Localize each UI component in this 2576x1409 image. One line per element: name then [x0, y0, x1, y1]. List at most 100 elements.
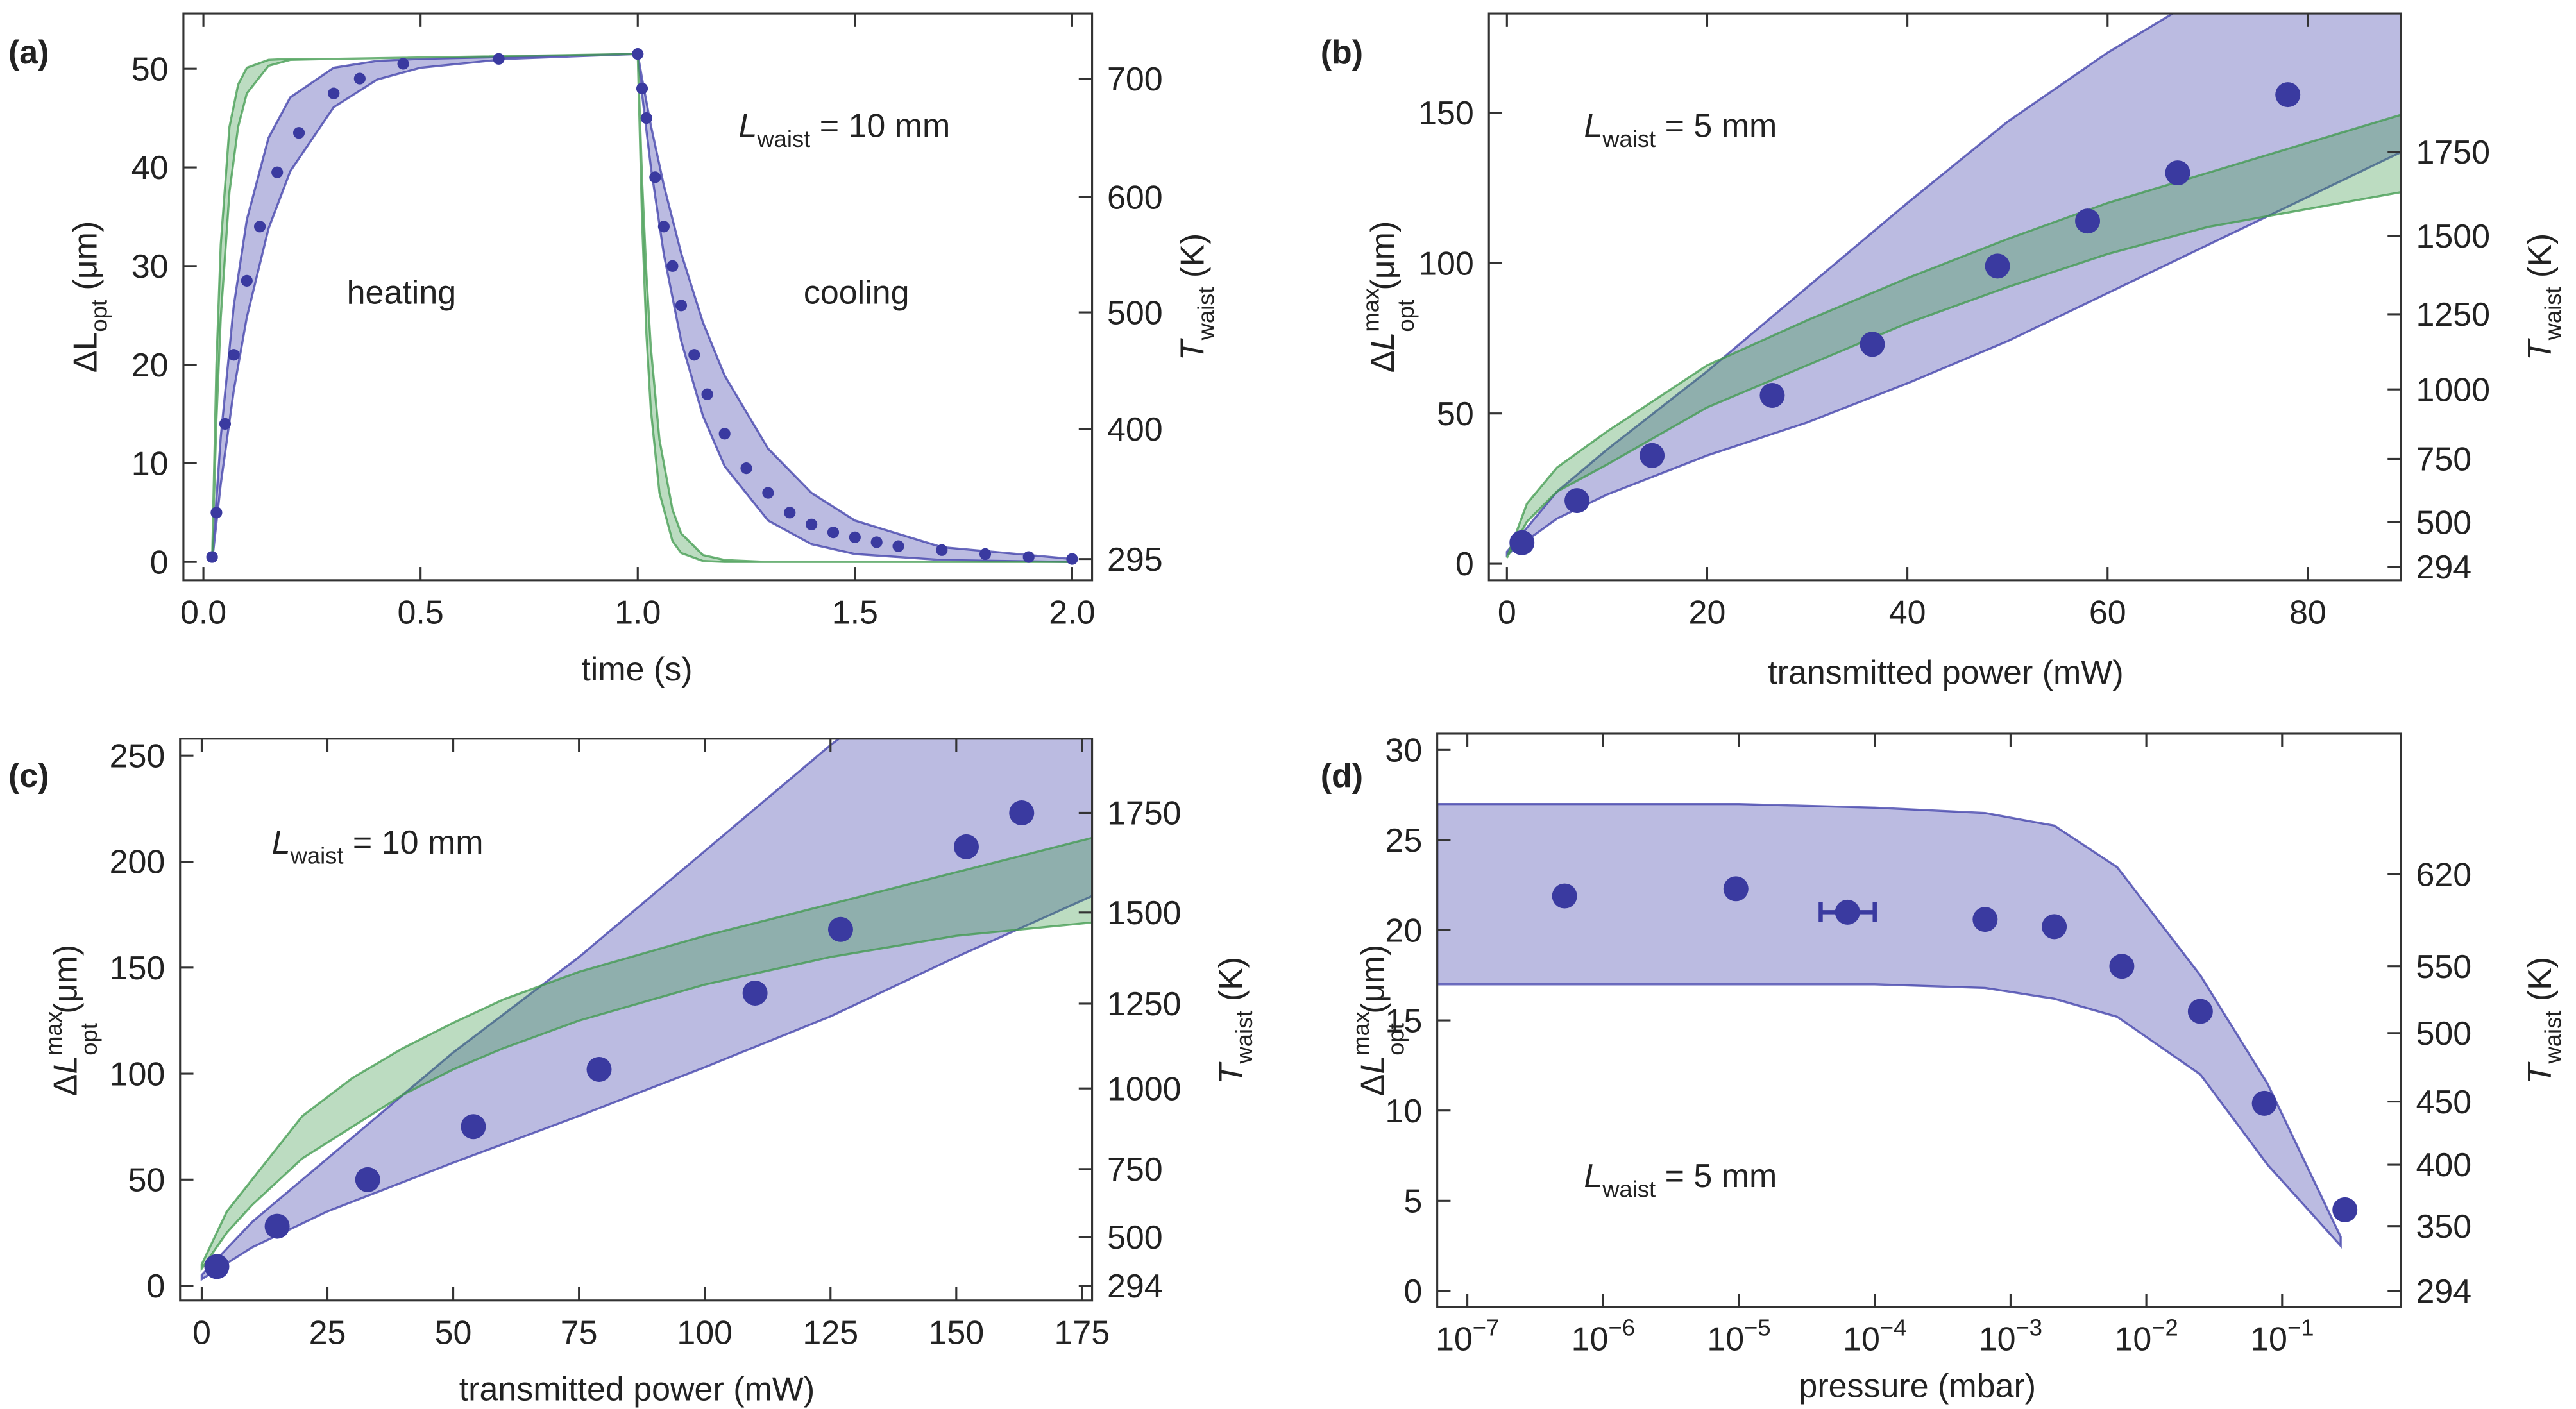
data-point [493, 53, 505, 65]
panel: 0 25 50 75 100 125 150 175050100150200250294500… [8, 738, 1257, 1408]
y-tick-label: 40 [131, 149, 169, 187]
data-point [701, 388, 713, 400]
panel-label: (c) [8, 757, 49, 795]
tick-text: 0.5 [398, 594, 444, 631]
data-point [2075, 208, 2101, 234]
y2-axis-label: Twaist (K) [1174, 233, 1219, 360]
tick-text: 0 [192, 1314, 211, 1351]
y-tick-label: 200 [110, 844, 165, 881]
x-tick-label: 150 [928, 1314, 984, 1351]
tick-text: 10 [2250, 1321, 2287, 1358]
label-part: T [1174, 338, 1212, 360]
label-part: L [1584, 1158, 1602, 1195]
label-part: opt [85, 300, 112, 332]
x-tick-label: 175 [1055, 1314, 1110, 1351]
y-axis-label: ΔLmax opt (μm) [40, 945, 102, 1096]
y-tick-label: 0 [1403, 1273, 1422, 1310]
x-tick-label: 0 [192, 1314, 211, 1351]
data-point [1972, 907, 1998, 932]
y-tick-label: 250 [110, 738, 165, 775]
data-point [1509, 530, 1535, 555]
label-part: heating [347, 274, 457, 311]
data-point [1022, 551, 1035, 563]
y-tick-label: 150 [110, 950, 165, 987]
label-part: Δ [1364, 350, 1402, 373]
x-tick-label: 10−4 [1843, 1314, 1906, 1358]
y2-tick-label: 500 [1107, 294, 1163, 332]
panel: 10−7 10−6 10−5 10−4 10−3 10−2 10−1051015202530… [1321, 732, 2566, 1405]
tick-exponent: −1 [2287, 1314, 2314, 1340]
data-point [870, 536, 883, 548]
data-point [640, 112, 652, 124]
data-point [740, 462, 752, 475]
y-tick-label: 150 [1418, 95, 1474, 132]
y2-tick-label: 1250 [1107, 986, 1182, 1023]
band [200, 738, 1092, 1281]
tick-text: 1.5 [832, 594, 878, 631]
annotation: Lwaist = 10 mm [739, 107, 951, 152]
x-axis-label: pressure (mbar) [1799, 1368, 2036, 1405]
label-part: = 10 mm [810, 107, 950, 144]
data-point [1552, 883, 1577, 909]
label-part: L [1354, 1056, 1391, 1074]
y-tick-label: 15 [1385, 1002, 1422, 1040]
y2-tick-label: 700 [1107, 61, 1163, 98]
data-point [355, 1167, 380, 1192]
tick-text: 0.0 [180, 594, 226, 631]
label-part: waist [1231, 1011, 1257, 1065]
band [1505, 13, 2402, 557]
y2-tick-label: 500 [1107, 1219, 1163, 1256]
tick-text: 10 [1572, 1321, 1609, 1358]
band [210, 53, 1072, 563]
data-point [636, 82, 648, 95]
y-tick-label: 5 [1403, 1183, 1422, 1220]
data-point [666, 260, 679, 272]
tick-exponent: −6 [1608, 1314, 1634, 1340]
data-point [979, 548, 992, 561]
data-point [1860, 332, 1885, 357]
tick-text: 10 [1979, 1321, 2016, 1358]
y2-tick-label: 500 [2416, 1015, 2471, 1052]
annotation: Lwaist = 5 mm [1584, 107, 1777, 152]
x-axis-label: transmitted power (mW) [1768, 654, 2123, 691]
panel-label: (b) [1321, 34, 1363, 71]
y2-tick-label: 600 [1107, 179, 1163, 216]
label-part: L [272, 824, 291, 861]
tick-text: 75 [561, 1314, 598, 1351]
y2-tick-label: 1000 [1107, 1070, 1182, 1108]
label-part: (K) [2521, 233, 2559, 287]
y2-axis-label: Twaist (K) [2521, 957, 2566, 1084]
y-tick-label: 25 [1385, 822, 1422, 859]
data-point [827, 526, 840, 539]
label-part: transmitted power (mW) [1768, 654, 2123, 691]
x-tick-label: 10−7 [1436, 1314, 1499, 1358]
data-point [649, 171, 661, 183]
label-part: waist [2540, 1011, 2566, 1065]
data-point [228, 349, 240, 361]
data-point [219, 418, 232, 430]
y2-tick-label: 400 [2416, 1147, 2471, 1184]
data-point [204, 1254, 230, 1279]
y-axis-label: ΔLmax opt (μm) [1348, 945, 1409, 1096]
y-tick-label: 0 [1455, 546, 1474, 583]
data-point [254, 221, 266, 233]
y2-tick-label: 1500 [2416, 218, 2490, 255]
data-point [353, 72, 366, 85]
band [200, 836, 1092, 1272]
y2-tick-label: 1500 [1107, 895, 1182, 932]
y-tick-label: 30 [1385, 732, 1422, 769]
label-part: waist [1602, 1176, 1656, 1202]
label-part: (μm) [47, 945, 85, 1023]
data-point [632, 48, 644, 60]
y-tick-label: 0 [146, 1268, 165, 1305]
label-part: L [1364, 332, 1402, 351]
tick-text: 10 [1436, 1321, 1473, 1358]
label-part: pressure (mbar) [1799, 1368, 2036, 1405]
label-part: (K) [1174, 233, 1212, 287]
data-point [827, 916, 853, 942]
data-point [1564, 488, 1590, 514]
band [1437, 802, 2342, 1249]
x-tick-label: 0.5 [398, 594, 444, 631]
y-axis-label: ΔLopt (μm) [67, 221, 112, 373]
